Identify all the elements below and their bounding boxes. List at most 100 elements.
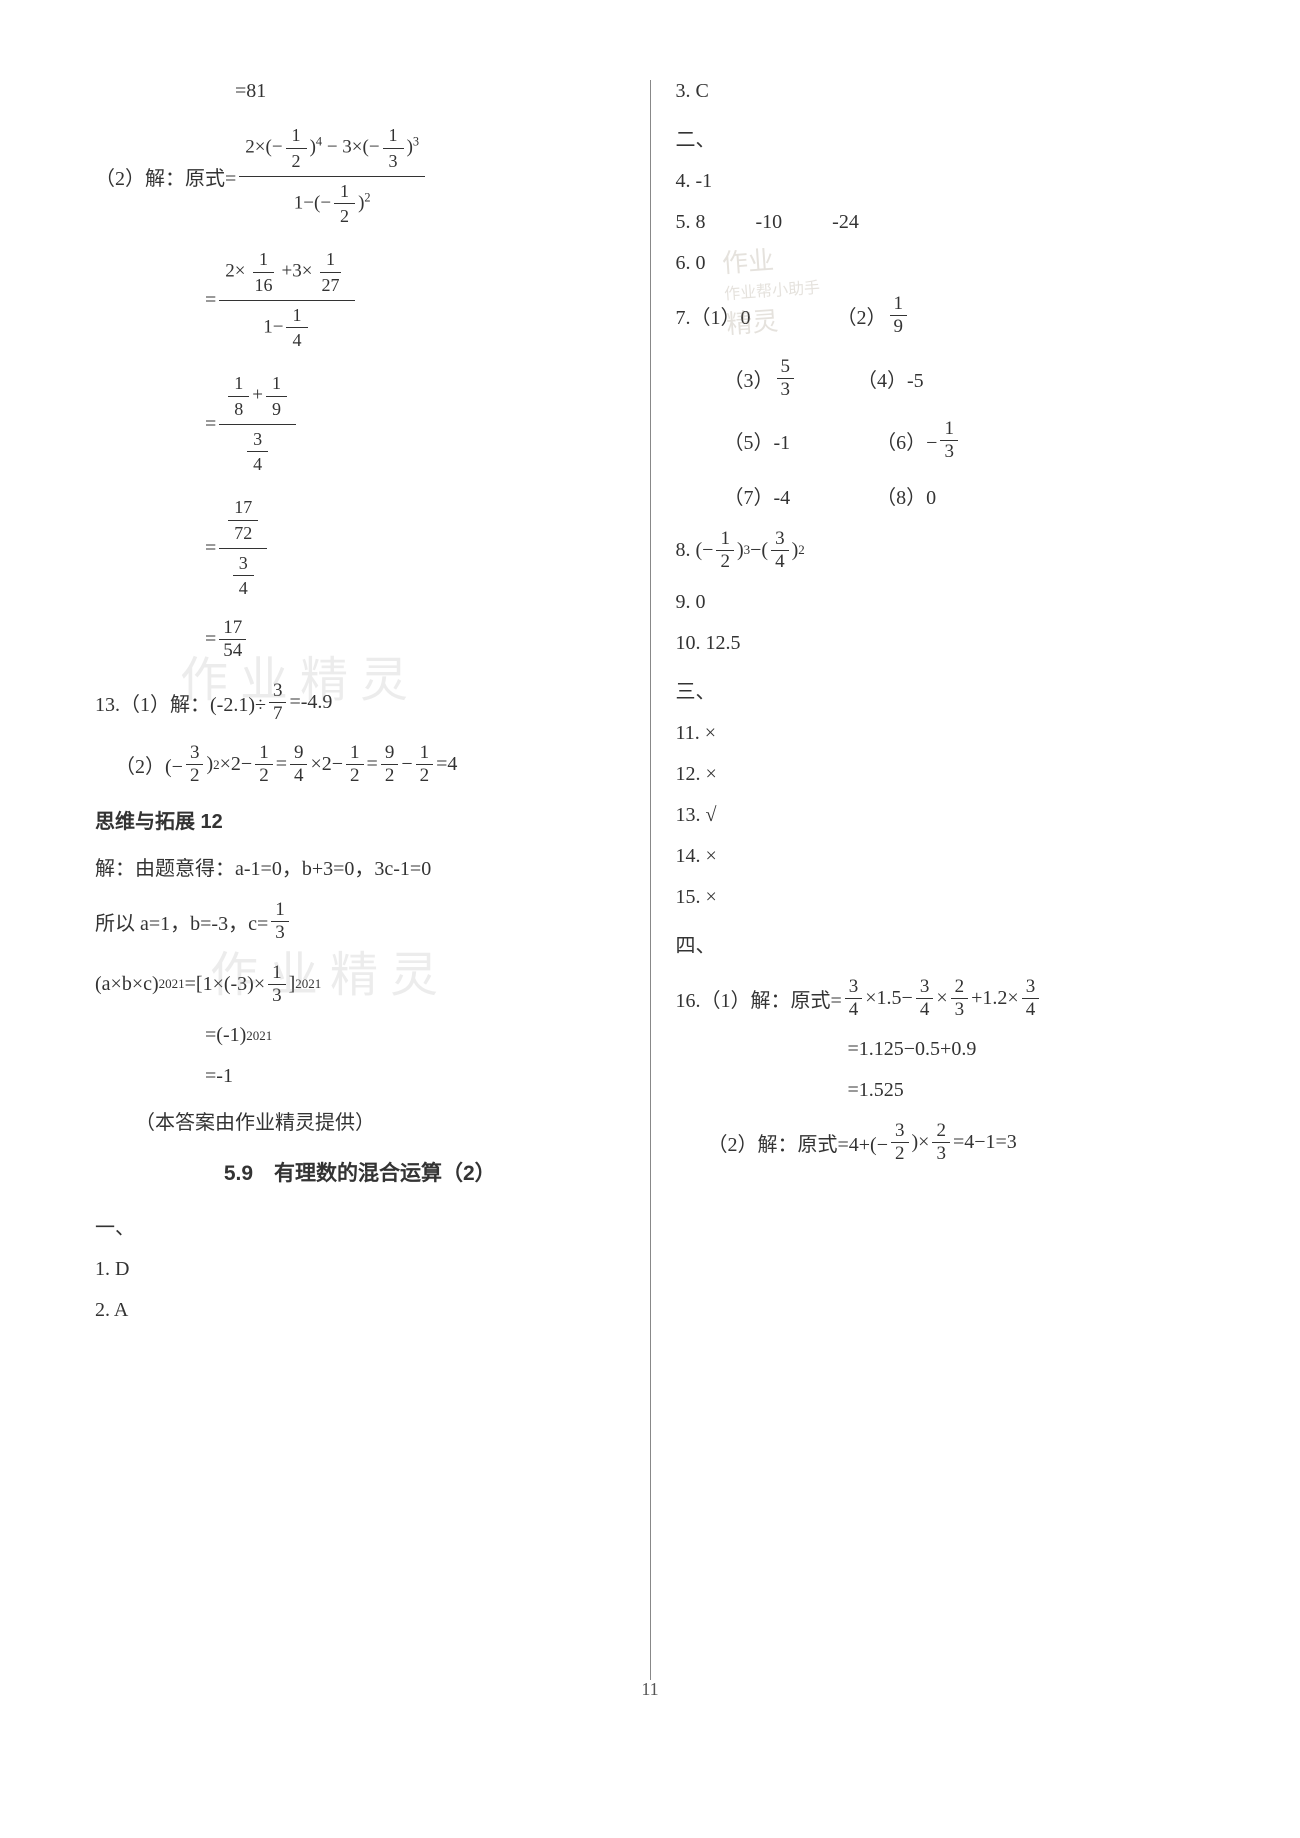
fraction: 12 <box>716 528 734 573</box>
text: 16.（1）解：原式= <box>676 984 842 1013</box>
text: 8. (− <box>676 539 714 562</box>
text: =(-1) <box>205 1024 246 1047</box>
text-line: 解：由题意得：a-1=0，b+3=0，3c-1=0 <box>95 852 625 881</box>
text: ] <box>289 973 296 996</box>
fraction: 34 <box>845 976 863 1021</box>
answer-line: 14. × <box>676 845 1206 868</box>
answer-line: 12. × <box>676 763 1206 786</box>
eq-line: = 17 54 <box>95 617 625 662</box>
text: （5）-1 <box>724 426 791 455</box>
text: 7.（1）0 <box>676 301 751 330</box>
section-marker: 一、 <box>95 1211 625 1240</box>
text: 所以 a=1，b=-3，c= <box>95 907 268 936</box>
eq-line: = 1772 34 <box>95 493 625 603</box>
fraction: 2×116+3×127 1−14 <box>219 245 354 355</box>
page-content: =81 （2）解：原式= 2×(−12)4 − 3×(−13)3 1−(−12)… <box>70 80 1230 1680</box>
text: ×2− <box>220 753 253 776</box>
text: × <box>936 987 947 1010</box>
fraction: 12 <box>346 742 364 787</box>
section-marker: 二、 <box>676 123 1206 152</box>
answer-line: （5）-1 （6）− 13 <box>676 418 1206 463</box>
fraction: 23 <box>932 1120 950 1165</box>
fraction: 13 <box>268 962 286 1007</box>
text: 5. 8 <box>676 211 706 234</box>
text: ×1.5− <box>865 987 913 1010</box>
answer-line: （7）-4 （8）0 <box>676 481 1206 510</box>
text: （2）解：原式=4+(− <box>708 1128 889 1157</box>
answer-line: 2. A <box>95 1299 625 1322</box>
text: =4 <box>436 753 457 776</box>
eq-line: = 18+19 34 <box>95 369 625 479</box>
text-line: 所以 a=1，b=-3，c= 13 <box>95 899 625 944</box>
eq-line: = 2×116+3×127 1−14 <box>95 245 625 355</box>
text: 13.（1）解：(-2.1)÷ <box>95 688 266 717</box>
text: =-4.9 <box>289 691 332 714</box>
answer-line: 13. √ <box>676 804 1206 827</box>
text: -10 <box>756 211 783 234</box>
fraction: 34 <box>771 528 789 573</box>
text-line: =-1 <box>95 1065 625 1088</box>
label: （2）解：原式= <box>95 162 236 191</box>
answer-line: （2）解：原式=4+(− 32 )× 23 =4−1=3 <box>676 1120 1206 1165</box>
left-column: =81 （2）解：原式= 2×(−12)4 − 3×(−13)3 1−(−12)… <box>70 80 651 1680</box>
eq-line: 13.（1）解：(-2.1)÷ 37 =-4.9 <box>95 680 625 725</box>
text: （4）-5 <box>857 364 924 393</box>
text-line: (a×b×c)2021 =[1×(-3)× 13 ]2021 <box>95 962 625 1007</box>
text: )× <box>912 1131 930 1154</box>
answer-line: 3. C <box>676 80 1206 103</box>
answer-line: 1. D <box>95 1258 625 1281</box>
answer-line: =1.125−0.5+0.9 <box>676 1038 1206 1061</box>
answer-line: 15. × <box>676 886 1206 909</box>
answer-line: 11. × <box>676 722 1206 745</box>
section-marker: 三、 <box>676 675 1206 704</box>
page-number: 11 <box>641 1679 658 1700</box>
text: −( <box>750 539 768 562</box>
fraction: 94 <box>290 742 308 787</box>
heading: 思维与拓展 12 <box>95 805 625 834</box>
note-line: （本答案由作业精灵提供） <box>95 1106 625 1135</box>
fraction: 12 <box>255 742 273 787</box>
fraction: 1772 34 <box>219 493 267 603</box>
text: ×2− <box>310 753 343 776</box>
section-marker: 四、 <box>676 929 1206 958</box>
section-heading: 5.9 有理数的混合运算（2） <box>95 1157 625 1187</box>
answer-line: 10. 12.5 <box>676 632 1206 655</box>
fraction: 32 <box>186 742 204 787</box>
text: （2）(− <box>115 750 183 779</box>
answer-line: 8. (− 12 )3 −( 34 )2 <box>676 528 1206 573</box>
text: （3） 53 <box>724 356 798 401</box>
answer-line: （3） 53 （4）-5 <box>676 356 1206 401</box>
text: =4−1=3 <box>953 1131 1017 1154</box>
fraction: 2×(−12)4 − 3×(−13)3 1−(−12)2 <box>239 121 425 231</box>
text: （7）-4 <box>724 481 791 510</box>
fraction: 92 <box>381 742 399 787</box>
text: ) <box>792 539 799 562</box>
eq-line: （2）(− 32 )2×2− 12 = 94 ×2− 12 = 92 − 12 … <box>95 742 625 787</box>
fraction: 13 <box>271 899 289 944</box>
answer-line: 16.（1）解：原式= 34 ×1.5− 34 × 23 +1.2× 34 <box>676 976 1206 1021</box>
text: （6）− 13 <box>876 418 961 463</box>
answer-line: =1.525 <box>676 1079 1206 1102</box>
text: =[1×(-3)× <box>185 973 265 996</box>
text: − <box>401 753 412 776</box>
fraction: 37 <box>269 680 287 725</box>
text-line: =(-1)2021 <box>95 1024 625 1047</box>
fraction: 18+19 34 <box>219 369 296 479</box>
text: (a×b×c) <box>95 973 159 996</box>
answer-line: 5. 8 -10 -24 <box>676 211 1206 234</box>
text: ) <box>737 539 744 562</box>
fraction: 23 <box>951 976 969 1021</box>
fraction: 34 <box>1022 976 1040 1021</box>
text: （2） 19 <box>837 293 911 338</box>
right-column: 3. C 二、 4. -1 5. 8 -10 -24 6. 0 7.（1）0 （… <box>651 80 1231 1680</box>
answer-line: 4. -1 <box>676 170 1206 193</box>
fraction: 34 <box>916 976 934 1021</box>
answer-line: 9. 0 <box>676 591 1206 614</box>
answer-line: 6. 0 <box>676 252 1206 275</box>
answer-line: 7.（1）0 （2） 19 <box>676 293 1206 338</box>
text: -24 <box>832 211 859 234</box>
text: +1.2× <box>971 987 1019 1010</box>
text: = <box>367 753 378 776</box>
eq-line: （2）解：原式= 2×(−12)4 − 3×(−13)3 1−(−12)2 <box>95 121 625 231</box>
text: ) <box>206 753 213 776</box>
